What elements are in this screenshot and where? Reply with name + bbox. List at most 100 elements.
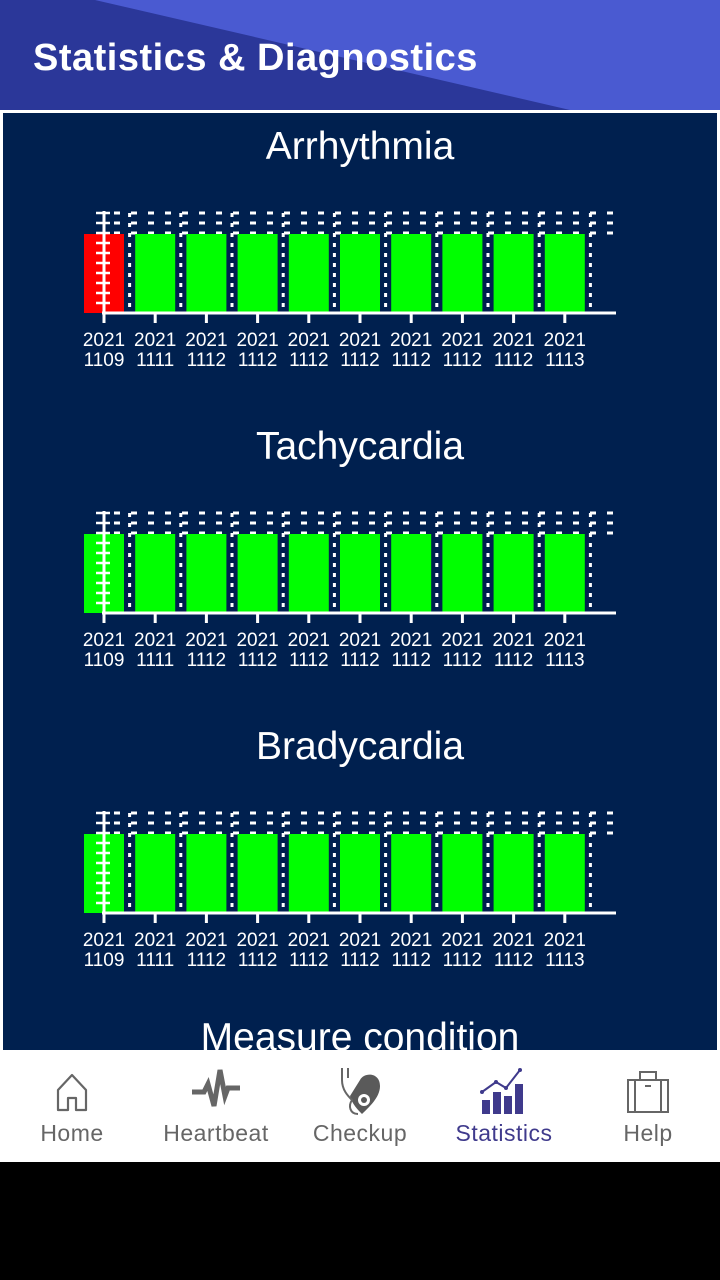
- x-tick-year: 2021: [543, 930, 586, 951]
- x-tick-year: 2021: [441, 930, 484, 951]
- x-tick-date: 1112: [186, 350, 227, 371]
- nav-label: Heartbeat: [163, 1120, 269, 1146]
- bar[interactable]: [237, 234, 278, 313]
- x-tick-label: 2021 1109: [78, 331, 130, 371]
- bar-chart: [84, 211, 616, 323]
- x-tick-date: 1112: [340, 950, 380, 971]
- bar-chart: [84, 511, 616, 623]
- x-tick-label: 2021 1112: [334, 331, 386, 371]
- bar[interactable]: [391, 234, 432, 313]
- x-tick-label: 2021 1113: [539, 631, 591, 671]
- x-tick-date: 1112: [493, 650, 534, 671]
- section-title-measure-condition: Measure condition: [200, 1016, 520, 1050]
- x-tick-label: 2021 1112: [283, 931, 335, 971]
- x-tick-year: 2021: [185, 630, 228, 651]
- x-tick-year: 2021: [134, 330, 177, 351]
- bar[interactable]: [288, 234, 329, 313]
- x-tick-date: 1112: [289, 950, 329, 971]
- nav-label: Checkup: [312, 1120, 408, 1146]
- app-header: Statistics & Diagnostics: [0, 0, 720, 110]
- heartbeat-icon: [192, 1069, 240, 1107]
- bar[interactable]: [288, 834, 329, 913]
- content-area[interactable]: Measure condition Arrhythmia 2021 1109 2021…: [0, 110, 720, 1050]
- x-tick-date: 1112: [442, 350, 483, 371]
- nav-item-heartbeat[interactable]: Heartbeat: [144, 1050, 288, 1162]
- x-tick-label: 2021 1113: [539, 331, 591, 371]
- x-tick-date: 1112: [186, 650, 227, 671]
- bar[interactable]: [442, 534, 483, 613]
- bar[interactable]: [340, 234, 380, 313]
- x-tick-label: 2021 1112: [232, 331, 284, 371]
- x-tick-label: 2021 1112: [436, 931, 488, 971]
- bar[interactable]: [237, 534, 278, 613]
- x-tick-year: 2021: [287, 330, 330, 351]
- bar[interactable]: [493, 534, 534, 613]
- x-tick-year: 2021: [543, 630, 586, 651]
- x-tick-year: 2021: [287, 930, 330, 951]
- x-tick-date: 1112: [340, 350, 380, 371]
- x-tick-date: 1111: [136, 650, 175, 671]
- x-tick-label: 2021 1109: [78, 631, 130, 671]
- x-tick-date: 1113: [545, 350, 585, 371]
- nav-item-help[interactable]: Help: [576, 1050, 720, 1162]
- x-tick-date: 1112: [391, 650, 431, 671]
- bar[interactable]: [544, 534, 585, 613]
- bar[interactable]: [186, 834, 227, 913]
- x-tick-date: 1112: [237, 950, 278, 971]
- bar[interactable]: [135, 534, 176, 613]
- x-tick-date: 1113: [545, 650, 585, 671]
- chart-arrhythmia: Arrhythmia 2021 1109 2021 1111 2021 1112 2021 11…: [3, 113, 717, 413]
- x-tick-year: 2021: [390, 630, 433, 651]
- bar[interactable]: [544, 234, 585, 313]
- x-tick-date: 1112: [391, 350, 431, 371]
- x-tick-date: 1111: [136, 350, 175, 371]
- x-tick-date: 1112: [493, 350, 534, 371]
- bar[interactable]: [186, 234, 227, 313]
- x-tick-date: 1111: [136, 950, 175, 971]
- x-tick-label: 2021 1112: [488, 331, 540, 371]
- nav-label: Home: [40, 1120, 104, 1146]
- x-tick-label: 2021 1112: [385, 931, 437, 971]
- x-tick-date: 1112: [289, 650, 329, 671]
- x-tick-label: 2021 1112: [488, 631, 540, 671]
- x-tick-year: 2021: [492, 330, 535, 351]
- bar[interactable]: [391, 834, 432, 913]
- x-tick-date: 1109: [83, 350, 125, 371]
- x-tick-year: 2021: [134, 930, 177, 951]
- bar[interactable]: [544, 834, 585, 913]
- bar[interactable]: [442, 234, 483, 313]
- x-tick-year: 2021: [82, 630, 126, 651]
- x-tick-year: 2021: [390, 330, 433, 351]
- x-tick-date: 1112: [493, 950, 534, 971]
- bar[interactable]: [135, 234, 176, 313]
- bar[interactable]: [442, 834, 483, 913]
- statistics-icon: [480, 1068, 523, 1114]
- bar[interactable]: [340, 834, 380, 913]
- bar-chart: [84, 811, 616, 923]
- statistics-panel[interactable]: Measure condition Arrhythmia 2021 1109 2021…: [3, 113, 717, 1050]
- x-tick-date: 1109: [83, 650, 125, 671]
- x-tick-label: 2021 1112: [232, 931, 284, 971]
- x-tick-date: 1112: [186, 950, 227, 971]
- x-tick-year: 2021: [441, 330, 484, 351]
- bar[interactable]: [135, 834, 176, 913]
- nav-item-home[interactable]: Home: [0, 1050, 144, 1162]
- x-tick-date: 1112: [237, 650, 278, 671]
- bar[interactable]: [493, 834, 534, 913]
- bar[interactable]: [391, 534, 432, 613]
- bottom-navigation: Home Heartbeat Checkup Statistics: [0, 1050, 720, 1162]
- bar[interactable]: [493, 234, 534, 313]
- x-tick-label: 2021 1113: [539, 931, 591, 971]
- bar[interactable]: [340, 534, 380, 613]
- x-tick-year: 2021: [338, 330, 382, 351]
- bar[interactable]: [237, 834, 278, 913]
- nav-item-statistics[interactable]: Statistics: [432, 1050, 576, 1162]
- bar[interactable]: [186, 534, 227, 613]
- nav-item-checkup[interactable]: Checkup: [288, 1050, 432, 1162]
- bar[interactable]: [288, 534, 329, 613]
- x-tick-label: 2021 1111: [129, 631, 181, 671]
- x-tick-label: 2021 1112: [385, 631, 437, 671]
- x-tick-year: 2021: [236, 330, 279, 351]
- x-tick-date: 1112: [442, 950, 483, 971]
- x-tick-label: 2021 1109: [78, 931, 130, 971]
